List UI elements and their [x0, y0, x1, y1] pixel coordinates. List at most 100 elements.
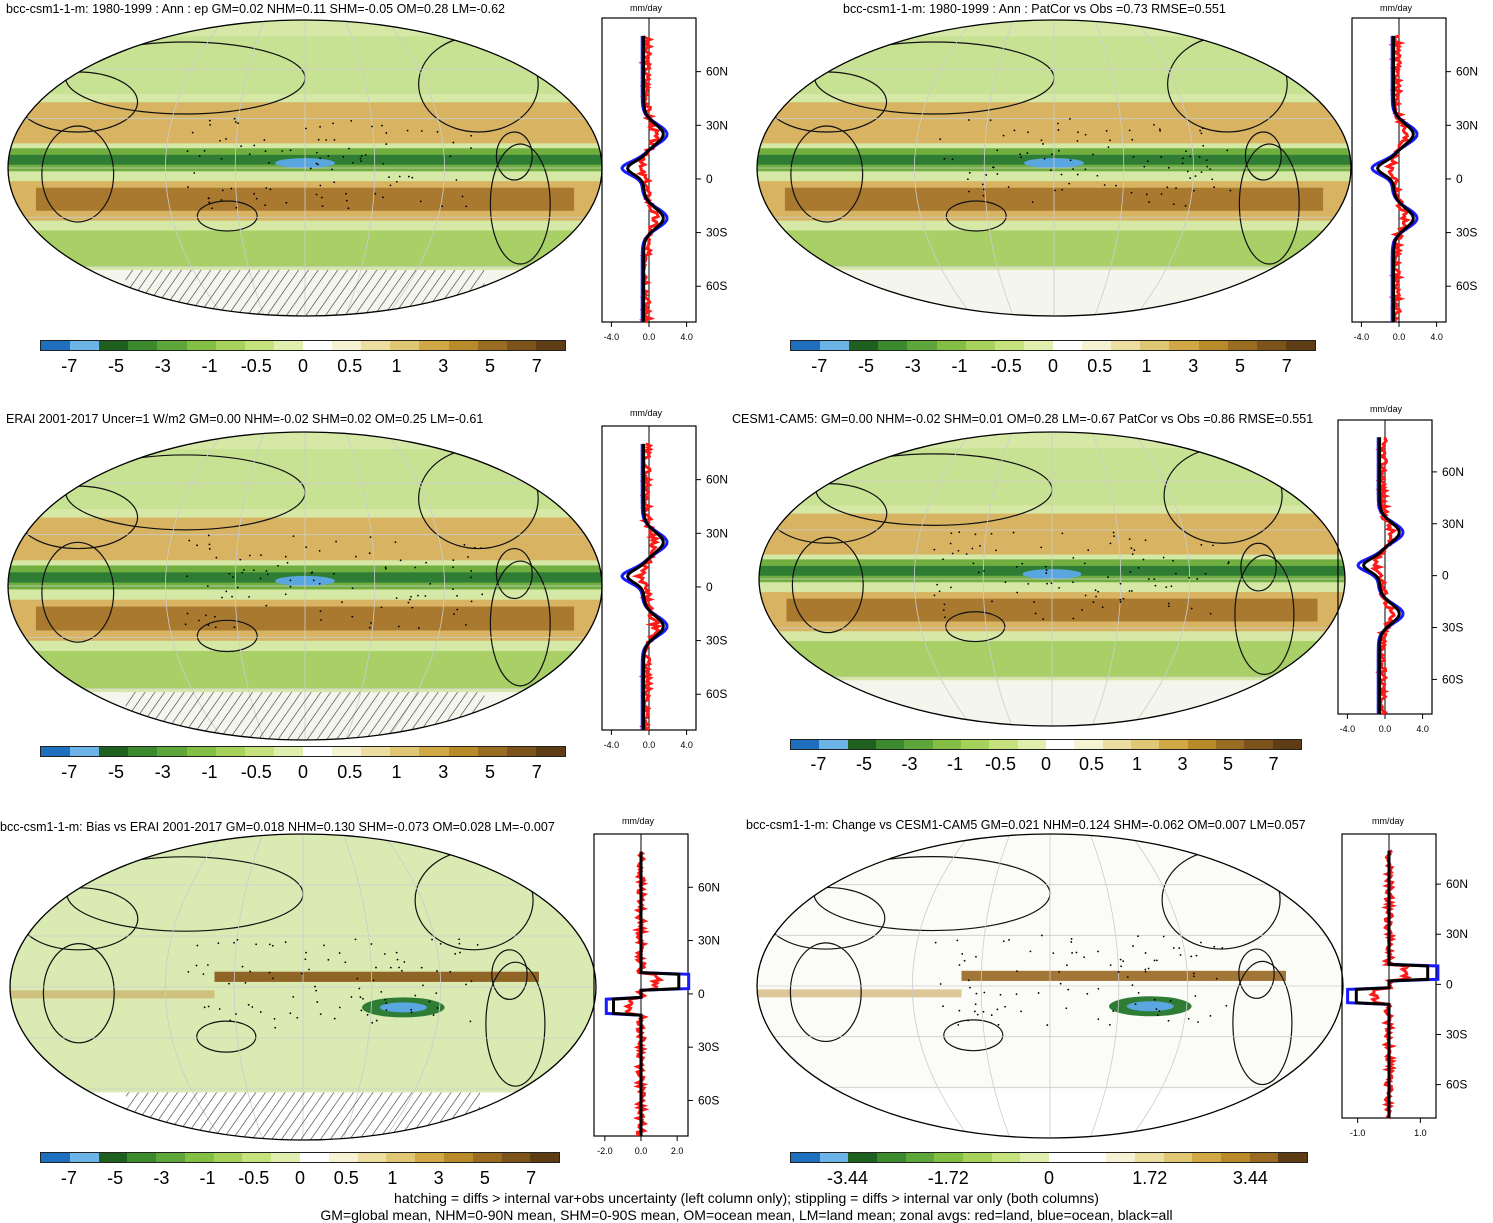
colorbar-swatch	[1192, 1153, 1222, 1162]
colorbar-tick-label: -5	[855, 754, 872, 774]
colorbar-swatch	[1198, 341, 1228, 350]
map-field	[757, 20, 1351, 316]
colorbar-swatch	[415, 1153, 444, 1162]
colorbar-swatch	[819, 1153, 849, 1162]
colorbar-swatch	[390, 341, 420, 350]
colorbar-swatch	[1249, 1153, 1279, 1162]
world-map	[756, 833, 1344, 1139]
x-tick-label: -2.0	[597, 1146, 613, 1156]
panel-title: CESM1-CAM5: GM=0.00 NHM=-0.02 SHM=0.01 O…	[732, 412, 1314, 426]
colorbar-swatch	[419, 341, 449, 350]
footer-note-legend: GM=global mean, NHM=0-90N mean, SHM=0-90…	[320, 1207, 1173, 1223]
colorbar-swatch	[960, 740, 990, 749]
colorbar-tick-label: -3	[154, 762, 171, 782]
colorbar-swatch	[332, 747, 362, 756]
colorbar-swatch	[184, 1153, 214, 1162]
lat-tick-label: 30N	[706, 118, 728, 132]
colorbar-swatch	[1102, 740, 1131, 749]
panel-title: bcc-csm1-1-m: Change vs CESM1-CAM5 GM=0.…	[746, 818, 1306, 832]
colorbar-swatch	[1140, 341, 1170, 350]
colorbar-swatch	[819, 740, 848, 749]
lat-tick-label: 30S	[1456, 226, 1477, 240]
colorbar-swatch	[69, 1153, 99, 1162]
colorbar-swatch	[791, 1153, 820, 1162]
colorbar-tick-label: 0.5	[337, 762, 363, 782]
colorbar-swatch	[963, 1153, 992, 1162]
colorbar-swatch	[1106, 1153, 1136, 1162]
colorbar-swatch	[128, 747, 158, 756]
zonal-ocean-line	[604, 851, 691, 1136]
colorbar-tick-label: 1	[391, 762, 402, 782]
x-tick-label: 4.0	[1416, 724, 1429, 734]
colorbar-tick-label: -1	[201, 762, 218, 782]
colorbar-tick-label: -0.5	[238, 1168, 270, 1188]
zonal-all-line	[612, 851, 681, 1136]
colorbar-tick-label: 0	[294, 1168, 306, 1188]
colorbar-swatch	[390, 747, 420, 756]
colorbar-swatch	[1187, 740, 1216, 749]
colorbar-swatch	[878, 341, 908, 350]
colorbar-tick-label: 0	[1047, 356, 1059, 376]
colorbar-swatch	[448, 747, 478, 756]
x-tick-label: -4.0	[604, 740, 620, 750]
colorbar-tick-label: 7	[1281, 356, 1292, 376]
colorbar-tick-label: -0.5	[984, 754, 1016, 774]
colorbar-swatch	[1020, 1153, 1050, 1162]
colorbar-swatch	[1135, 1153, 1164, 1162]
zonal-unit-label: mm/day	[622, 816, 655, 826]
colorbar-tick-label: 1	[1132, 754, 1143, 774]
colorbar-swatch	[1077, 1153, 1107, 1162]
colorbar-swatch	[1169, 341, 1199, 350]
x-tick-label: 0.0	[1379, 724, 1392, 734]
colorbar-swatch	[128, 341, 158, 350]
lat-tick-label: 60N	[698, 880, 720, 894]
colorbar-swatch	[1023, 341, 1053, 350]
lat-tick-label: 30S	[1442, 621, 1463, 635]
colorbar-tick-label: 7	[531, 762, 542, 782]
colorbar-swatch	[70, 341, 100, 350]
colorbar-swatch	[877, 1153, 906, 1162]
map-field	[757, 834, 1343, 1138]
colorbar-swatch	[991, 1153, 1021, 1162]
x-tick-label: 2.0	[671, 1146, 684, 1156]
colorbar-tick-label: -1	[946, 754, 963, 774]
lat-tick-label: 30N	[1456, 118, 1478, 132]
colorbar-swatch	[332, 341, 362, 350]
colorbar	[790, 340, 1316, 351]
zonal-mean-plot: 60N 30N 0 30S 60S -2.0 0.0 2.0	[593, 833, 720, 1156]
lat-tick-label: 30N	[1446, 927, 1468, 941]
colorbar-swatch	[506, 747, 536, 756]
colorbar-tick-label: -3	[904, 356, 921, 376]
zonal-unit-label: mm/day	[630, 3, 663, 13]
zonal-mean-plot: 60N 30N 0 30S 60S -4.0 0.0 4.0	[601, 17, 728, 342]
map-field	[10, 834, 596, 1140]
colorbar-swatch	[157, 341, 187, 350]
colorbar-swatch	[1163, 1153, 1193, 1162]
map-field	[8, 432, 602, 740]
colorbar-swatch	[1221, 1153, 1250, 1162]
lat-tick-label: 60S	[1442, 672, 1463, 686]
colorbar-tick-label: -1.72	[927, 1168, 969, 1188]
colorbar-swatch	[965, 341, 995, 350]
colorbar-swatch	[215, 341, 245, 350]
colorbar-tick-label: 0.5	[337, 356, 363, 376]
world-map	[7, 19, 603, 317]
zonal-unit-label: mm/day	[630, 408, 663, 418]
colorbar-tick-label: 3	[1177, 754, 1188, 774]
colorbar-tick-label: -1	[199, 1168, 216, 1188]
colorbar-swatch	[215, 747, 245, 756]
colorbar-tick-label: 0	[297, 762, 309, 782]
colorbar-tick-label: 5	[485, 762, 496, 782]
colorbar-swatch	[127, 1153, 157, 1162]
colorbar-tick-label: 5	[1223, 754, 1234, 774]
colorbar-swatch	[213, 1153, 243, 1162]
colorbar-swatch	[501, 1153, 531, 1162]
colorbar-tick-label: 1.72	[1132, 1168, 1168, 1188]
colorbar	[40, 340, 566, 351]
panel-title: bcc-csm1-1-m: 1980-1999 : Ann : PatCor v…	[843, 2, 1226, 16]
colorbar-swatch	[1017, 740, 1046, 749]
colorbar-swatch	[849, 341, 879, 350]
colorbar-swatch	[791, 341, 821, 350]
zonal-all-line	[1376, 35, 1415, 322]
colorbar-tick-label: 0	[297, 356, 309, 376]
